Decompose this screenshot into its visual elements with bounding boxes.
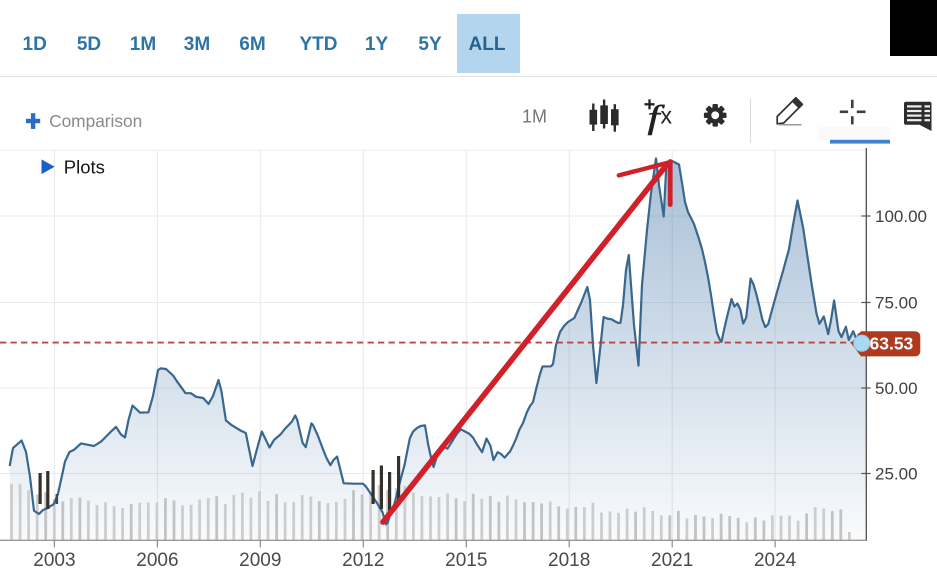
svg-text:2024: 2024 <box>754 550 797 571</box>
svg-text:2012: 2012 <box>342 550 384 571</box>
svg-text:63.53: 63.53 <box>870 334 914 354</box>
svg-text:75.00: 75.00 <box>875 294 918 313</box>
svg-text:2015: 2015 <box>445 550 487 571</box>
svg-text:50.00: 50.00 <box>875 379 918 398</box>
svg-text:2009: 2009 <box>239 550 281 571</box>
svg-text:1M: 1M <box>522 107 547 127</box>
svg-text:2021: 2021 <box>651 550 693 571</box>
svg-text:Plots: Plots <box>64 157 105 178</box>
svg-text:100.00: 100.00 <box>875 207 927 226</box>
svg-text:25.00: 25.00 <box>875 465 918 484</box>
svg-text:x: x <box>661 102 673 128</box>
svg-text:2006: 2006 <box>136 550 178 571</box>
svg-text:2018: 2018 <box>548 550 590 571</box>
svg-text:Comparison: Comparison <box>49 111 142 131</box>
svg-text:2003: 2003 <box>33 550 75 571</box>
